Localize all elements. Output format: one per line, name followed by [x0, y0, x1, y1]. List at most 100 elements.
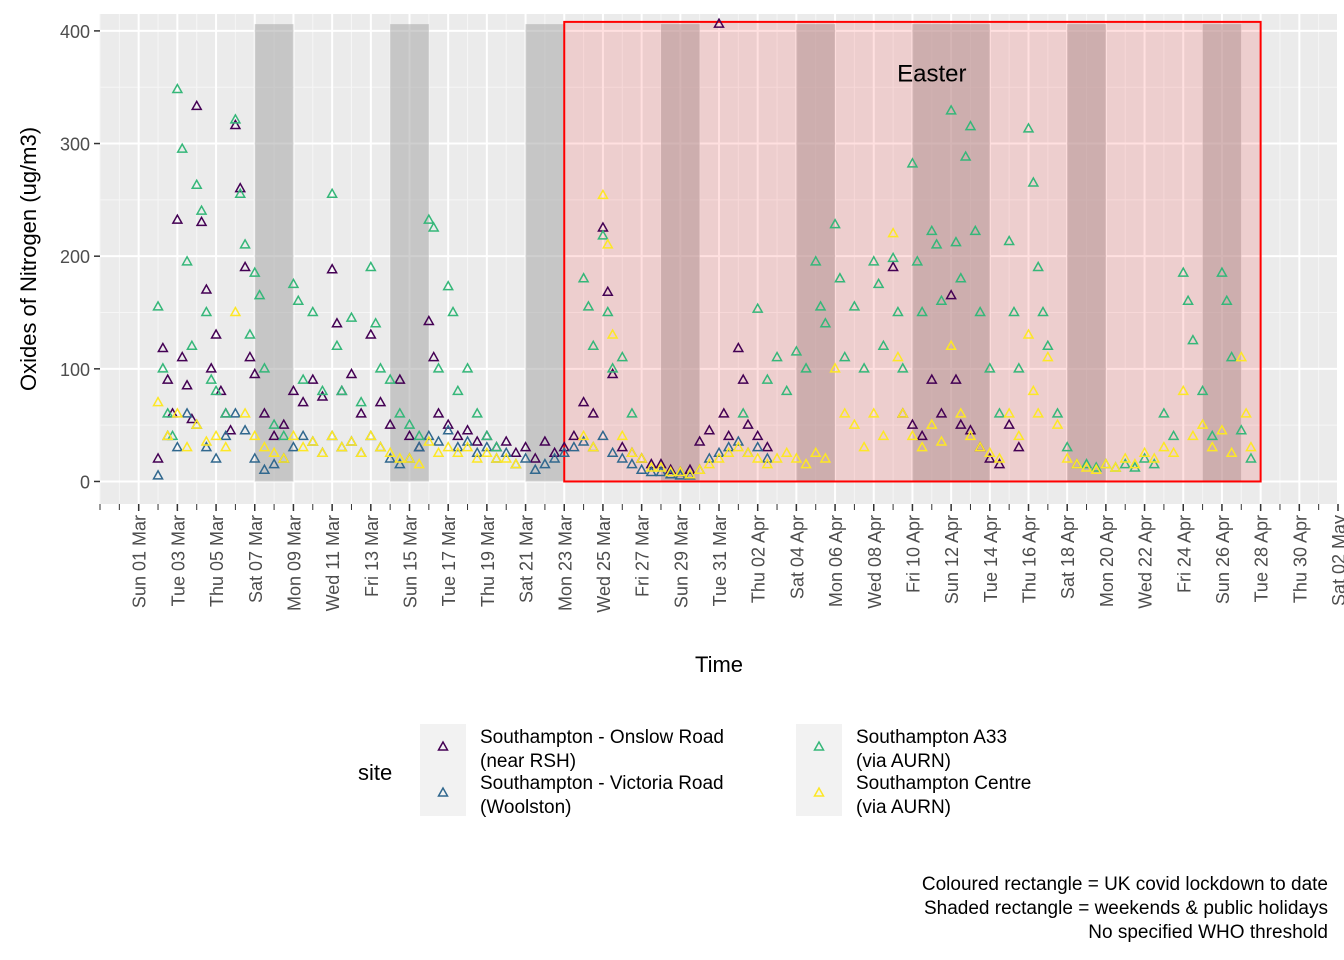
data-point-series-4	[152, 396, 164, 407]
data-point-series-3	[984, 362, 996, 373]
data-point-series-1	[568, 429, 580, 441]
data-point-series-4	[848, 418, 861, 429]
weekend-shade	[912, 24, 990, 482]
data-point-series-1	[423, 314, 435, 326]
data-point-series-1	[258, 407, 271, 418]
data-point-series-3	[292, 294, 305, 305]
data-point-series-2	[722, 441, 735, 452]
data-point-series-4	[809, 446, 822, 458]
data-point-series-1	[606, 367, 619, 379]
data-point-series-3	[297, 373, 309, 384]
data-point-series-2	[635, 463, 648, 474]
data-point-series-3	[239, 238, 251, 249]
data-point-series-1	[519, 441, 532, 452]
data-point-series-3	[1022, 122, 1035, 133]
data-point-series-1	[248, 367, 261, 379]
data-point-series-3	[577, 272, 590, 283]
data-point-series-2	[558, 446, 571, 458]
data-point-series-3	[892, 305, 904, 317]
data-point-series-1	[297, 396, 309, 407]
data-point-series-4	[413, 458, 425, 469]
data-point-series-4	[1100, 458, 1112, 469]
x-axis: Sun 01 Mar Tue 03 Mar Thu 05 Mar Sat 07 Mar…	[99, 504, 1344, 613]
data-point-series-3	[1158, 407, 1170, 418]
data-point-series-3	[316, 384, 329, 396]
data-point-series-1	[718, 407, 730, 418]
data-point-series-4	[461, 441, 474, 452]
data-point-series-3	[176, 142, 188, 153]
data-point-series-3	[925, 224, 938, 236]
x-tick-label: Thu 05 Mar	[207, 515, 227, 607]
data-point-series-4	[626, 446, 638, 458]
data-point-series-3	[365, 260, 377, 272]
x-tick-label: Wed 22 Apr	[1136, 515, 1156, 609]
data-point-series-4	[964, 429, 977, 441]
data-point-series-2	[413, 441, 425, 452]
data-point-series-2	[519, 452, 532, 463]
data-point-series-2	[577, 435, 590, 446]
weekend-shade	[1067, 24, 1106, 482]
data-point-series-3	[916, 305, 928, 317]
data-point-series-3	[432, 362, 445, 373]
data-point-series-1	[365, 328, 377, 339]
legend-key-box	[420, 724, 466, 770]
data-point-series-2	[423, 429, 435, 441]
data-point-series-3	[959, 150, 972, 161]
data-point-series-4	[471, 452, 483, 463]
data-point-series-4	[1196, 418, 1209, 429]
data-point-series-4	[1167, 446, 1180, 458]
x-tick-label: Wed 25 Mar	[594, 515, 614, 613]
data-point-series-1	[539, 435, 551, 446]
data-point-series-4	[171, 407, 184, 418]
data-point-series-3	[1235, 424, 1248, 435]
data-point-series-3	[1080, 458, 1093, 469]
data-point-series-3	[253, 289, 266, 300]
data-point-series-3	[872, 277, 885, 289]
data-point-series-3	[945, 104, 957, 115]
x-tick-label: Fri 13 Mar	[362, 515, 382, 597]
data-point-series-3	[616, 351, 629, 362]
data-point-series-4	[732, 441, 745, 452]
data-point-series-2	[471, 446, 483, 458]
data-point-series-1	[452, 429, 464, 441]
data-point-series-1	[326, 263, 338, 274]
data-point-series-3	[423, 213, 435, 224]
data-point-series-1	[161, 373, 174, 384]
data-point-series-4	[838, 407, 851, 418]
data-point-series-4	[896, 407, 909, 418]
data-point-series-4	[306, 435, 319, 446]
weekend-shade	[796, 24, 836, 482]
data-point-series-3	[1119, 458, 1132, 469]
x-tick-label: Tue 17 Mar	[439, 515, 459, 606]
data-point-series-3	[1225, 351, 1238, 362]
x-tick-label: Tue 31 Mar	[710, 515, 730, 606]
data-point-series-1	[190, 99, 203, 111]
data-point-series-3	[896, 362, 909, 373]
data-point-series-3	[819, 317, 832, 328]
data-point-series-3	[1061, 441, 1073, 452]
data-point-series-4	[925, 418, 938, 429]
x-tick-label: Wed 11 Mar	[323, 515, 343, 611]
legend-key-marker	[437, 786, 449, 797]
data-point-series-3	[161, 407, 174, 418]
data-point-series-1	[500, 435, 513, 446]
data-point-series-3	[277, 429, 290, 441]
data-point-series-1	[693, 435, 706, 446]
data-point-series-1	[268, 429, 280, 441]
data-point-series-3	[1003, 235, 1015, 246]
data-point-series-2	[384, 452, 396, 463]
legend-key-box	[796, 724, 842, 770]
data-point-series-4	[1022, 328, 1035, 339]
data-point-series-3	[877, 339, 890, 351]
data-point-series-1	[331, 317, 343, 328]
data-point-series-2	[548, 452, 561, 463]
data-point-series-3	[761, 373, 774, 384]
data-point-series-3	[930, 238, 943, 249]
data-point-series-3	[1167, 429, 1180, 441]
x-tick-label: Tue 14 Apr	[981, 515, 1001, 602]
data-point-series-2	[703, 452, 716, 463]
data-point-series-4	[219, 441, 232, 452]
data-point-series-3	[413, 429, 425, 441]
x-tick-label: Sat 04 Apr	[787, 515, 807, 599]
data-point-series-1	[684, 463, 696, 474]
